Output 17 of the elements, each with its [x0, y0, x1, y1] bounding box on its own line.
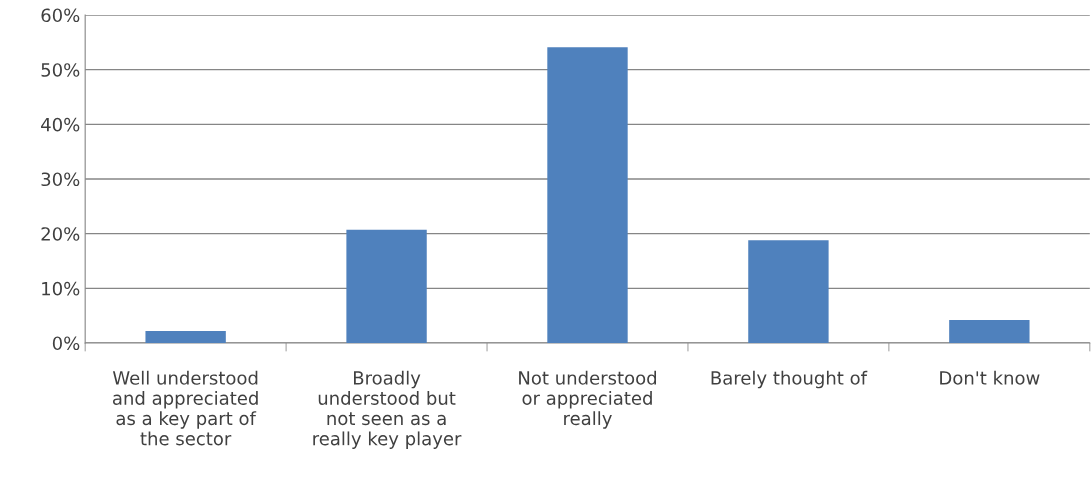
bar: [547, 47, 628, 343]
y-tick-label: 10%: [42, 281, 80, 296]
x-tick-label: Barely thought of: [711, 370, 868, 389]
y-tick-label: 30%: [41, 172, 80, 187]
bar: [748, 240, 829, 343]
y-tick-label: 20%: [41, 227, 80, 241]
bar: [949, 320, 1030, 343]
x-tick-label: Broadly understood but not seen as a really key player: [313, 370, 462, 449]
y-tick-label: 50%: [41, 63, 80, 77]
x-tick-label: Not understood or appreciated really: [519, 370, 656, 429]
x-tick-label: Well understood and appreciated as a key part of the sector: [112, 370, 258, 446]
bar: [346, 229, 427, 343]
y-tick-label: 40%: [41, 117, 80, 132]
x-tick-label: Don't know: [940, 370, 1040, 385]
y-tick-label: 0%: [52, 336, 80, 351]
bar: [145, 330, 226, 343]
y-tick-label: 60%: [41, 8, 80, 23]
